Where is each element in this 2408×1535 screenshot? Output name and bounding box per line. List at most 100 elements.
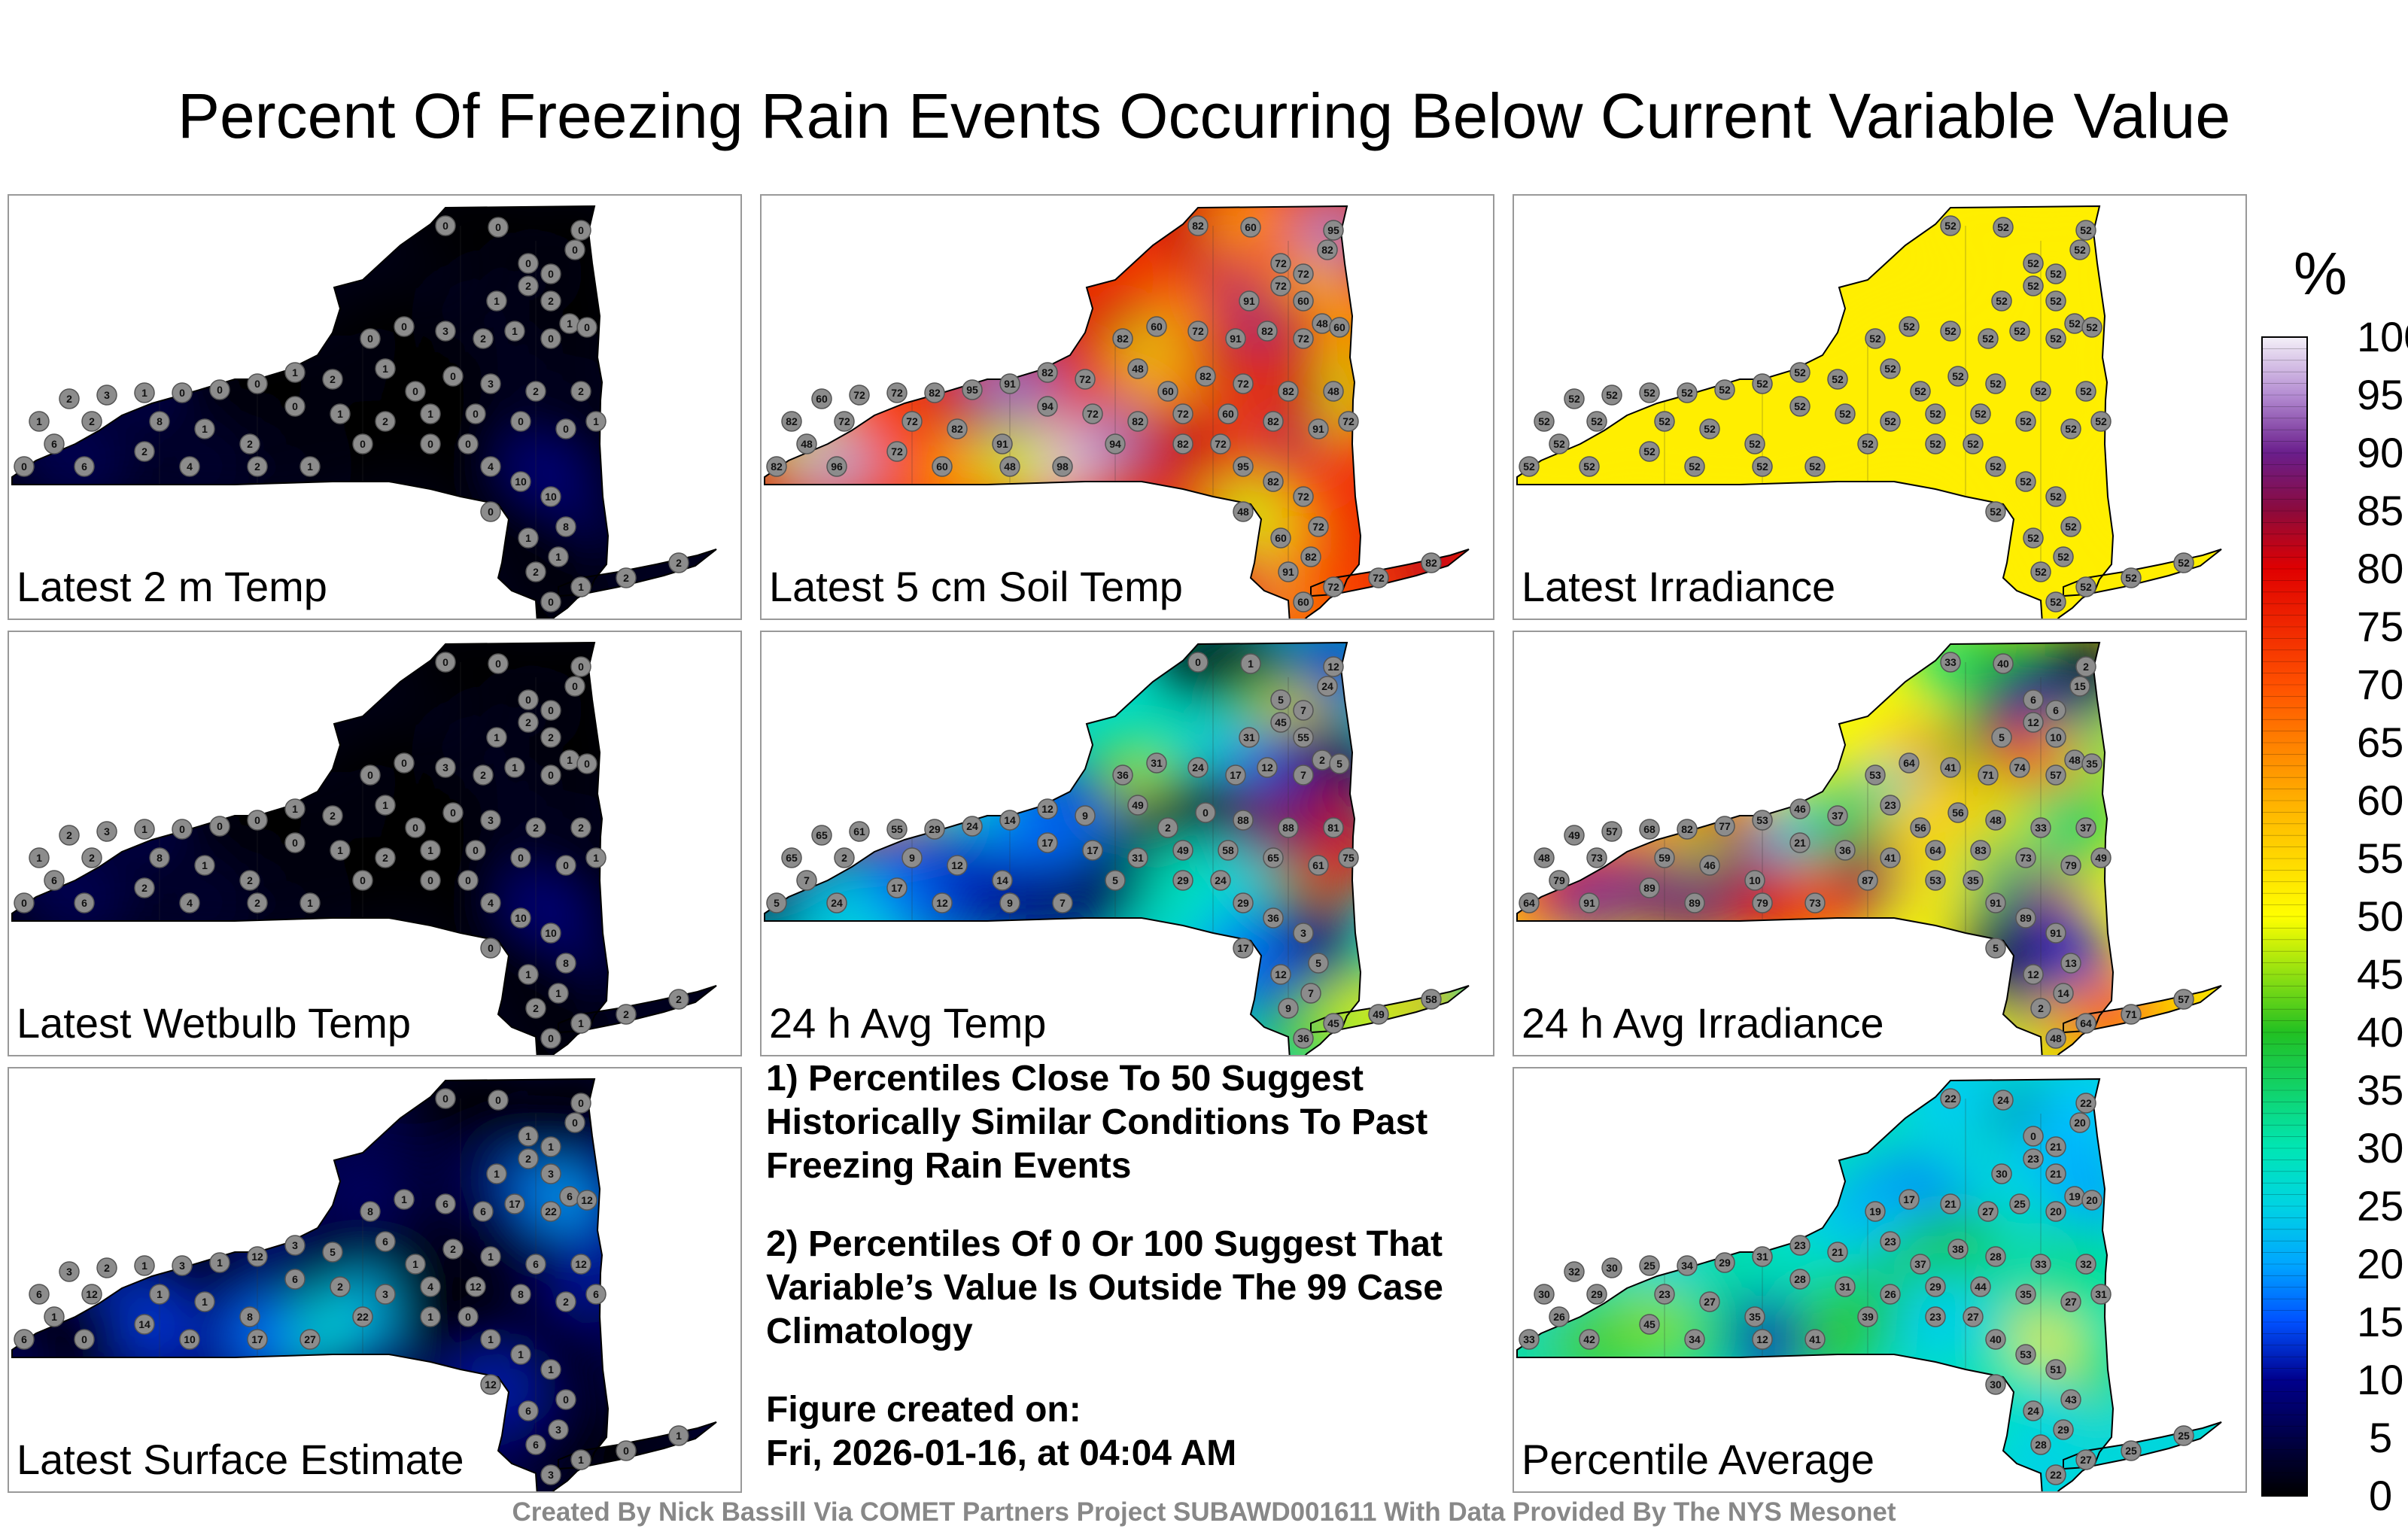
station-value: 1 bbox=[202, 859, 208, 871]
station-value: 64 bbox=[1929, 844, 1941, 856]
station-dot bbox=[1804, 456, 1826, 477]
station-dot bbox=[322, 369, 343, 390]
station-value: 6 bbox=[81, 897, 87, 909]
station-value: 91 bbox=[1312, 423, 1324, 435]
station-value: 58 bbox=[1425, 993, 1437, 1005]
station-dot bbox=[1218, 840, 1239, 861]
station-value: 39 bbox=[1862, 1311, 1874, 1323]
station-dot bbox=[540, 486, 561, 507]
station-dot bbox=[420, 403, 441, 424]
colorbar-tick: 65 bbox=[2357, 719, 2404, 766]
station-dot bbox=[1940, 652, 1961, 673]
station-value: 89 bbox=[2020, 912, 2032, 924]
station-value: 7 bbox=[1060, 897, 1066, 909]
station-dot bbox=[1752, 810, 1773, 831]
station-value: 31 bbox=[1243, 731, 1255, 743]
station-dot bbox=[352, 1306, 373, 1327]
station-dot bbox=[360, 764, 381, 786]
station-dot bbox=[1278, 561, 1299, 582]
station-value: 9 bbox=[909, 852, 915, 864]
station-value: 1 bbox=[401, 1193, 407, 1205]
station-value: 72 bbox=[1327, 581, 1339, 593]
station-value: 82 bbox=[1117, 333, 1129, 345]
map-fill bbox=[1517, 643, 2221, 1055]
station-value: 64 bbox=[1903, 757, 1915, 769]
station-value: 48 bbox=[1538, 852, 1550, 864]
map-panel-24h-avg-irradiance: 33 40 6 6 15 2 5 12 10 48 35 57 74 71 41 64 53 23 37 46 53 77… bbox=[1513, 631, 2247, 1056]
station-value: 0 bbox=[495, 1094, 501, 1106]
station-value: 0 bbox=[217, 384, 223, 396]
map-fill bbox=[1517, 206, 2221, 619]
station-dot bbox=[1233, 501, 1254, 522]
station-dot bbox=[322, 1242, 343, 1263]
station-value: 0 bbox=[623, 1445, 629, 1457]
station-value: 21 bbox=[2050, 1141, 2062, 1153]
station-dot bbox=[1947, 366, 1969, 387]
station-dot bbox=[924, 382, 945, 403]
station-dot bbox=[247, 892, 268, 913]
station-value: 52 bbox=[1794, 366, 1806, 378]
station-value: 52 bbox=[1756, 460, 1768, 473]
station-dot bbox=[1677, 1255, 1698, 1276]
station-dot bbox=[1195, 366, 1216, 387]
station-dot bbox=[149, 1284, 170, 1305]
station-value: 17 bbox=[891, 882, 903, 894]
station-dot bbox=[149, 411, 170, 432]
station-value: 22 bbox=[2050, 1469, 2062, 1481]
station-dot bbox=[2015, 411, 2036, 432]
station-dot bbox=[1835, 840, 1856, 861]
panel-label: Latest Surface Estimate bbox=[17, 1436, 464, 1483]
station-value: 95 bbox=[1237, 460, 1249, 473]
station-dot bbox=[901, 847, 923, 868]
station-value: 34 bbox=[1681, 1260, 1693, 1272]
station-dot bbox=[81, 1284, 102, 1305]
station-dot bbox=[1654, 847, 1675, 868]
station-dot bbox=[585, 411, 607, 432]
station-value: 0 bbox=[578, 224, 584, 236]
station-dot bbox=[540, 1359, 561, 1380]
station-dot bbox=[576, 1190, 597, 1211]
station-dot bbox=[1270, 253, 1291, 274]
station-value: 45 bbox=[1643, 1318, 1655, 1330]
station-value: 52 bbox=[1749, 438, 1761, 450]
station-dot bbox=[2045, 1136, 2066, 1157]
station-dot bbox=[420, 840, 441, 861]
station-dot bbox=[1270, 275, 1291, 296]
station-dot bbox=[330, 840, 351, 861]
station-dot bbox=[299, 456, 321, 477]
station-value: 28 bbox=[2035, 1439, 2047, 1451]
station-value: 53 bbox=[2020, 1348, 2032, 1360]
station-dot bbox=[1293, 700, 1314, 721]
station-value: 12 bbox=[485, 1378, 497, 1391]
station-dot bbox=[480, 373, 501, 394]
station-dot bbox=[1195, 802, 1216, 823]
station-value: 14 bbox=[996, 874, 1008, 886]
station-dot bbox=[2015, 847, 2036, 868]
colorbar-tick: 45 bbox=[2357, 950, 2404, 998]
station-dot bbox=[2045, 1163, 2066, 1184]
station-dot bbox=[488, 1090, 509, 1111]
station-dot bbox=[2023, 275, 2044, 296]
station-value: 0 bbox=[450, 370, 456, 382]
station-dot bbox=[1857, 870, 1878, 891]
station-value: 31 bbox=[1151, 757, 1163, 769]
station-value: 52 bbox=[2178, 557, 2190, 569]
station-value: 2 bbox=[254, 897, 260, 909]
station-value: 35 bbox=[2086, 758, 2098, 770]
station-value: 2 bbox=[480, 333, 486, 345]
station-value: 82 bbox=[1261, 325, 1273, 337]
station-dot bbox=[465, 403, 486, 424]
station-value: 68 bbox=[1643, 823, 1655, 835]
station-dot bbox=[992, 433, 1013, 454]
station-dot bbox=[2075, 1013, 2096, 1034]
station-dot bbox=[330, 1276, 351, 1297]
station-value: 7 bbox=[804, 874, 810, 886]
station-dot bbox=[2090, 847, 2112, 868]
station-dot bbox=[849, 821, 870, 842]
station-value: 94 bbox=[1109, 438, 1121, 450]
station-dot bbox=[570, 1449, 591, 1470]
station-dot bbox=[999, 810, 1020, 831]
station-dot bbox=[360, 1201, 381, 1222]
station-value: 72 bbox=[853, 389, 865, 401]
station-dot bbox=[992, 870, 1013, 891]
